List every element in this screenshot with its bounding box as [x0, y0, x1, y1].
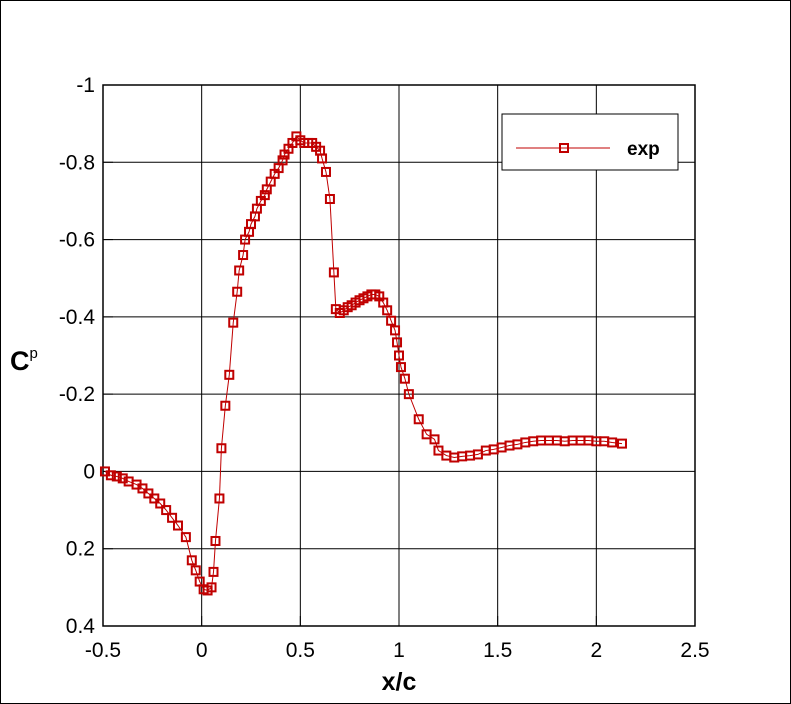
x-tick-label: 2 [590, 639, 602, 662]
data-point [403, 389, 414, 400]
x-tick-label: -0.5 [85, 639, 121, 662]
data-point [616, 438, 627, 449]
data-point [238, 250, 249, 261]
data-point [155, 498, 166, 509]
data-point [324, 193, 335, 204]
x-tick-label: 1.5 [483, 639, 512, 662]
data-point [224, 369, 235, 380]
data-point [149, 493, 160, 504]
data-point [394, 350, 404, 361]
data-point [392, 337, 403, 348]
data-point [172, 520, 183, 531]
data-point [399, 373, 410, 384]
y-tick-label: -1 [76, 74, 95, 97]
data-point [421, 429, 432, 440]
data-point [607, 437, 618, 448]
data-point [143, 488, 154, 499]
y-tick-label: -0.6 [59, 229, 95, 252]
data-point [390, 325, 401, 336]
data-point [111, 471, 122, 482]
data-point [180, 532, 191, 543]
data-point [105, 470, 116, 481]
y-axis-label: Cp [10, 345, 38, 376]
data-point [214, 493, 225, 504]
data-point [234, 265, 245, 276]
y-axis-label-subscript: p [30, 345, 38, 362]
x-tick-label: 0.5 [286, 639, 315, 662]
data-point [277, 155, 288, 166]
plot-frame [102, 84, 696, 627]
data-point [161, 505, 172, 516]
y-tick-label: -0.8 [59, 151, 95, 174]
y-tick-label: -0.4 [59, 306, 96, 329]
data-point [433, 445, 444, 456]
data-point [386, 315, 397, 326]
data-point [167, 512, 178, 523]
y-tick-label: 0.2 [66, 538, 95, 561]
data-point [186, 555, 197, 566]
data-point [395, 362, 406, 373]
legend-box [501, 113, 679, 171]
data-point [137, 483, 148, 494]
legend-marker [559, 143, 569, 153]
data-point [208, 566, 219, 577]
x-axis-label: x/c [382, 668, 417, 696]
data-point [216, 443, 227, 454]
data-point [210, 535, 221, 546]
legend-label: exp [627, 139, 660, 160]
data-point [228, 317, 239, 328]
data-point [413, 414, 424, 425]
data-point [259, 190, 270, 201]
y-axis-label-main: C [10, 346, 30, 376]
data-point [320, 166, 331, 177]
x-tick-label: 1 [393, 639, 405, 662]
data-point [328, 267, 339, 278]
y-tick-label: 0.4 [66, 615, 96, 638]
data-point [206, 582, 217, 593]
y-tick-label: -0.2 [59, 383, 95, 406]
data-point [190, 565, 201, 576]
data-point [232, 286, 243, 297]
data-point [317, 153, 328, 164]
x-tick-label: 2.5 [680, 639, 709, 662]
x-tick-label: 0 [196, 639, 208, 662]
data-point [382, 305, 393, 316]
y-tick-label: 0 [83, 460, 95, 483]
data-point [220, 400, 231, 411]
data-point [429, 434, 440, 445]
